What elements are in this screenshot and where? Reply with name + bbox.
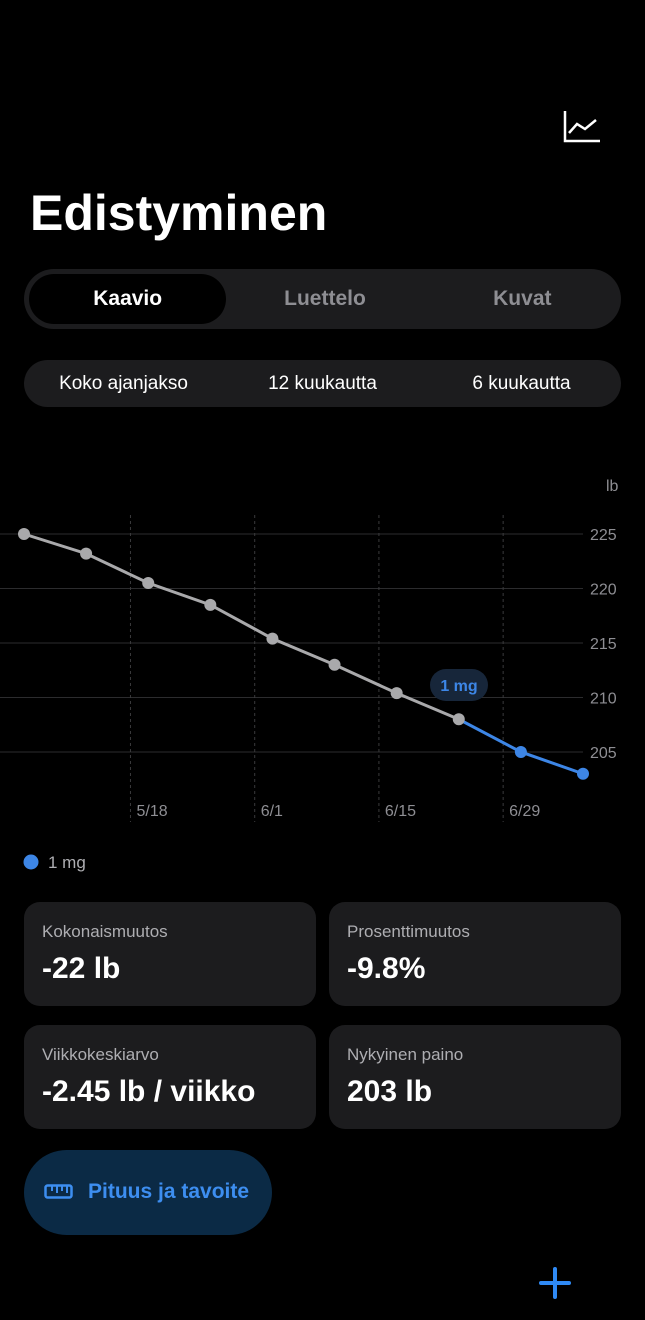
y-tick-label: 215 bbox=[590, 636, 617, 653]
x-tick-label: 6/1 bbox=[261, 803, 283, 820]
annotation: 1 mg bbox=[430, 669, 488, 701]
data-point bbox=[18, 527, 30, 540]
stat-label: Prosenttimuutos bbox=[347, 922, 470, 941]
stat-card: Nykyinen paino 203 lb bbox=[329, 1025, 621, 1129]
stat-value: 203 lb bbox=[347, 1075, 433, 1108]
button-label: Pituus ja tavoite bbox=[88, 1180, 250, 1203]
stat-value: -9.8% bbox=[347, 952, 426, 985]
legend-label: 1 mg bbox=[48, 853, 86, 872]
tab-bar: Kaavio Luettelo Kuvat bbox=[24, 269, 621, 329]
x-tick-label: 5/18 bbox=[136, 803, 167, 820]
annotation-label: 1 mg bbox=[440, 678, 477, 695]
stat-value: -22 lb bbox=[42, 952, 121, 985]
chart-icon[interactable] bbox=[560, 108, 604, 146]
data-point bbox=[514, 745, 527, 758]
annotation-bg bbox=[430, 669, 488, 701]
stat-card: Prosenttimuutos -9.8% bbox=[329, 902, 621, 1006]
stat-label: Nykyinen paino bbox=[347, 1045, 464, 1064]
y-tick-label: 210 bbox=[590, 690, 617, 707]
y-tick-label: 225 bbox=[590, 527, 617, 544]
stat-value: -2.45 lb / viikko bbox=[42, 1075, 256, 1108]
tab[interactable]: Kaavio bbox=[29, 274, 227, 324]
legend-swatch bbox=[23, 854, 39, 870]
data-line bbox=[23, 532, 460, 721]
x-tick-label: 6/29 bbox=[509, 803, 540, 820]
range-bar: Koko ajanjakso 12 kuukautta 6 kuukautta bbox=[24, 360, 621, 407]
y-tick-label: 220 bbox=[590, 581, 617, 598]
chart: lb 205 210 215 220 225 5/18 6/1 6/15 6/29 1 mg 1 m… bbox=[0, 478, 619, 872]
stat-label: Viikkokeskiarvo bbox=[42, 1045, 159, 1064]
data-point bbox=[577, 767, 589, 780]
goal-button[interactable]: Pituus ja tavoite bbox=[24, 1150, 272, 1235]
tab[interactable]: Kuvat bbox=[493, 287, 552, 310]
data-point bbox=[266, 632, 279, 645]
range-option[interactable]: Koko ajanjakso bbox=[59, 372, 188, 394]
data-point bbox=[452, 713, 465, 726]
stat-card: Kokonaismuutos -22 lb bbox=[24, 902, 316, 1006]
ruler-icon bbox=[44, 1184, 73, 1199]
data-point bbox=[390, 687, 403, 700]
y-tick-label: 205 bbox=[590, 745, 617, 762]
x-tick-label: 6/15 bbox=[385, 803, 416, 820]
data-point bbox=[328, 658, 341, 671]
stat-card: Viikkokeskiarvo -2.45 lb / viikko bbox=[24, 1025, 316, 1129]
stat-label: Kokonaismuutos bbox=[42, 922, 168, 941]
data-point bbox=[142, 577, 155, 590]
range-option[interactable]: 6 kuukautta bbox=[472, 372, 571, 394]
range-option[interactable]: 12 kuukautta bbox=[268, 372, 377, 394]
data-point bbox=[80, 547, 93, 560]
add-button[interactable] bbox=[538, 1266, 572, 1300]
page-title: Edistyminen bbox=[30, 185, 328, 241]
y-unit: lb bbox=[606, 478, 619, 495]
tab[interactable]: Luettelo bbox=[284, 287, 366, 310]
data-point bbox=[204, 598, 217, 611]
